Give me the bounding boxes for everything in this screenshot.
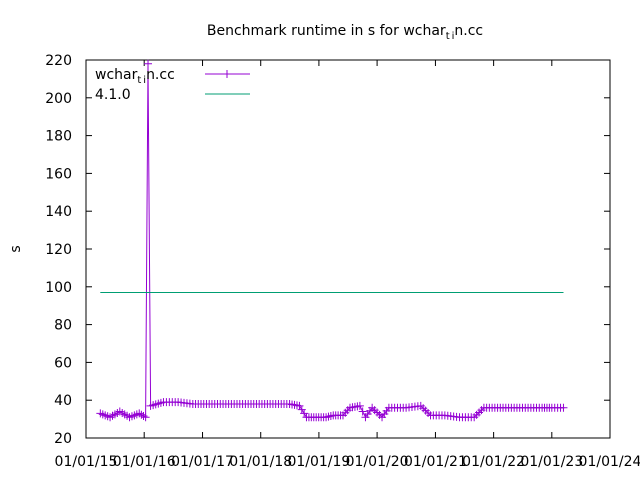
y-tick-label: 200 (45, 91, 72, 107)
series-1 (96, 59, 568, 422)
data-point-marker (135, 409, 144, 418)
x-tick-label: 01/01/24 (579, 454, 640, 470)
data-point-marker (144, 59, 153, 68)
y-tick-label: 220 (45, 53, 72, 69)
y-tick-label: 20 (54, 431, 72, 447)
plot-frame (85, 59, 611, 439)
y-tick-label: 80 (54, 318, 72, 334)
x-tick-label: 01/01/21 (404, 454, 467, 470)
x-tick-label: 01/01/16 (113, 454, 176, 470)
data-point-marker (358, 407, 367, 416)
y-tick-label: 120 (45, 242, 72, 258)
data-point-marker (559, 403, 568, 412)
y-tick-label: 40 (54, 393, 72, 409)
x-tick-label: 01/01/18 (229, 454, 292, 470)
x-tick-label: 01/01/19 (287, 454, 350, 470)
data-point-marker (141, 413, 150, 422)
y-tick-label: 60 (54, 355, 72, 371)
y-tick-label: 160 (45, 166, 72, 182)
legend-label-series-2: 4.1.0 (95, 87, 131, 103)
series-line-1 (100, 63, 564, 419)
y-tick-label: 100 (45, 280, 72, 296)
x-tick-label: 01/01/15 (55, 454, 118, 470)
y-axis-label: s (8, 245, 24, 252)
data-point-marker (355, 401, 364, 410)
legend-plus-marker (223, 70, 231, 78)
series-layer (96, 59, 568, 422)
x-axis: 01/01/1501/01/1601/01/1701/01/1801/01/19… (55, 60, 640, 470)
plot-border (85, 59, 611, 439)
chart-title: Benchmark runtime in s for wchart in.cc (207, 23, 483, 42)
x-tick-label: 01/01/20 (346, 454, 409, 470)
x-tick-label: 01/01/23 (520, 454, 583, 470)
legend: wchart in.cc 4.1.0 (95, 67, 250, 103)
legend-marker-series-1 (223, 70, 231, 78)
y-tick-label: 180 (45, 129, 72, 145)
y-tick-label: 140 (45, 204, 72, 220)
x-tick-label: 01/01/22 (462, 454, 525, 470)
legend-label-series-1: wchart in.cc (95, 67, 175, 86)
x-tick-label: 01/01/17 (171, 454, 234, 470)
y-axis: 20 40 60 80 100 120 140 160 180 200 220 (45, 53, 610, 447)
data-point-marker (139, 411, 148, 420)
data-point-marker (137, 410, 146, 419)
